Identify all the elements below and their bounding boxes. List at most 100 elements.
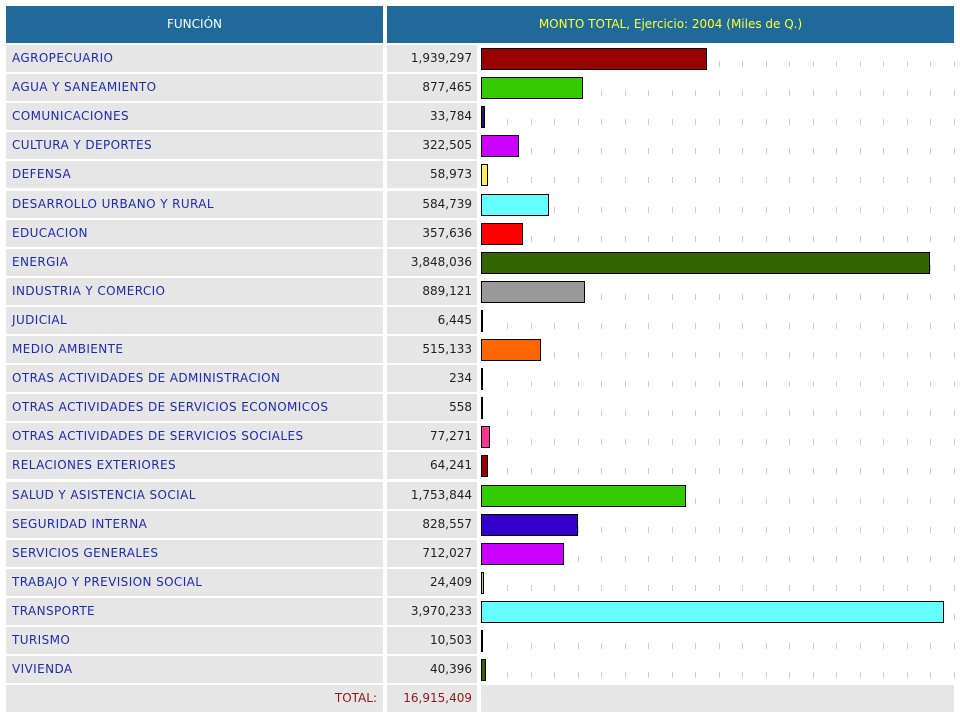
grid-tick [624, 322, 626, 329]
category-label[interactable]: JUDICIAL [6, 306, 383, 334]
table-row: OTRAS ACTIVIDADES DE SERVICIOS ECONOMICO… [6, 394, 955, 422]
value-label: 357,636 [387, 219, 477, 247]
category-label[interactable]: DESARROLLO URBANO Y RURAL [6, 190, 383, 218]
grid-tick [718, 672, 720, 679]
grid-tick [671, 148, 673, 155]
grid-tick [577, 119, 579, 126]
table-row: SERVICIOS GENERALES 712,027 [6, 539, 955, 567]
grid-tick [930, 643, 931, 649]
category-label[interactable]: SERVICIOS GENERALES [6, 539, 383, 567]
bar-cell [481, 452, 955, 480]
grid-tick [836, 410, 837, 417]
bar [481, 484, 686, 507]
category-label[interactable]: CULTURA Y DEPORTES [6, 132, 383, 160]
grid-tick [695, 526, 696, 533]
grid-tick [765, 322, 767, 329]
value-label: 828,557 [387, 510, 477, 538]
grid-tick [953, 352, 955, 358]
grid-tick [859, 235, 861, 242]
grid-tick [765, 235, 767, 242]
category-label[interactable]: SALUD Y ASISTENCIA SOCIAL [6, 481, 383, 509]
table-row: AGUA Y SANEAMIENTO 877,465 [6, 74, 955, 102]
grid-tick [836, 90, 837, 97]
grid-tick [671, 468, 673, 475]
grid-tick [953, 410, 955, 417]
category-label[interactable]: TRABAJO Y PREVISION SOCIAL [6, 568, 383, 596]
category-label[interactable]: COMUNICACIONES [6, 103, 383, 131]
bar-cell [481, 277, 955, 305]
grid-tick [883, 322, 884, 329]
grid-tick [718, 381, 720, 388]
grid-tick [953, 90, 955, 97]
grid-tick [930, 381, 931, 388]
grid-tick [507, 584, 508, 591]
grid-tick [812, 410, 814, 417]
total-row: TOTAL: 16,915,409 [6, 685, 954, 713]
bar [481, 571, 484, 594]
grid-tick [742, 322, 743, 329]
grid-tick [624, 439, 626, 446]
bar-cell [481, 161, 955, 189]
bar-cell [481, 423, 955, 451]
category-label[interactable]: AGROPECUARIO [6, 45, 383, 72]
grid-tick [554, 148, 555, 155]
grid-tick [648, 90, 649, 97]
value-label: 234 [387, 365, 477, 393]
grid-tick [953, 235, 955, 242]
grid-tick [836, 468, 837, 475]
category-label[interactable]: TURISMO [6, 627, 383, 654]
grid-tick [859, 352, 861, 358]
grid-tick [507, 643, 508, 649]
grid-tick [742, 206, 743, 213]
bar [481, 77, 584, 100]
grid-tick [765, 90, 767, 97]
category-label[interactable]: OTRAS ACTIVIDADES DE ADMINISTRACION [6, 365, 383, 393]
grid-tick [695, 322, 696, 329]
grid-tick [789, 293, 790, 300]
grid-tick [953, 468, 955, 475]
grid-tick [695, 235, 696, 242]
grid-tick [671, 584, 673, 591]
grid-tick [930, 672, 931, 679]
category-label[interactable]: AGUA Y SANEAMIENTO [6, 74, 383, 102]
grid-tick [906, 90, 908, 97]
category-label[interactable]: MEDIO AMBIENTE [6, 336, 383, 363]
grid-tick [601, 643, 602, 649]
grid-tick [953, 613, 955, 620]
grid-tick [601, 322, 602, 329]
grid-tick [859, 584, 861, 591]
grid-tick [671, 177, 673, 184]
grid-tick [765, 352, 767, 358]
grid-tick [953, 206, 955, 213]
category-label[interactable]: DEFENSA [6, 161, 383, 189]
table-row: OTRAS ACTIVIDADES DE SERVICIOS SOCIALES 7… [6, 423, 955, 451]
bar [481, 630, 483, 652]
grid-tick [742, 526, 743, 533]
grid-tick [648, 410, 649, 417]
category-label[interactable]: EDUCACION [6, 219, 383, 247]
category-label[interactable]: INDUSTRIA Y COMERCIO [6, 277, 383, 305]
category-label[interactable]: TRANSPORTE [6, 597, 383, 625]
bar-cell [481, 45, 955, 72]
category-label[interactable]: OTRAS ACTIVIDADES DE SERVICIOS SOCIALES [6, 423, 383, 451]
grid-tick [742, 61, 743, 67]
grid-tick [742, 439, 743, 446]
category-label[interactable]: ENERGIA [6, 248, 383, 276]
category-label[interactable]: SEGURIDAD INTERNA [6, 510, 383, 538]
grid-tick [624, 148, 626, 155]
grid-tick [930, 293, 931, 300]
table-row: TRANSPORTE 3,970,233 [6, 597, 955, 625]
grid-tick [765, 555, 767, 562]
table-row: AGROPECUARIO 1,939,297 [6, 45, 955, 72]
category-label[interactable]: OTRAS ACTIVIDADES DE SERVICIOS ECONOMICO… [6, 394, 383, 422]
bar [481, 426, 490, 449]
grid-tick [883, 177, 884, 184]
value-label: 33,784 [387, 103, 477, 131]
category-label[interactable]: RELACIONES EXTERIORES [6, 452, 383, 480]
grid-tick [601, 177, 602, 184]
grid-tick [765, 526, 767, 533]
grid-tick [648, 206, 649, 213]
grid-tick [718, 235, 720, 242]
grid-tick [953, 439, 955, 446]
category-label[interactable]: VIVIENDA [6, 656, 383, 684]
